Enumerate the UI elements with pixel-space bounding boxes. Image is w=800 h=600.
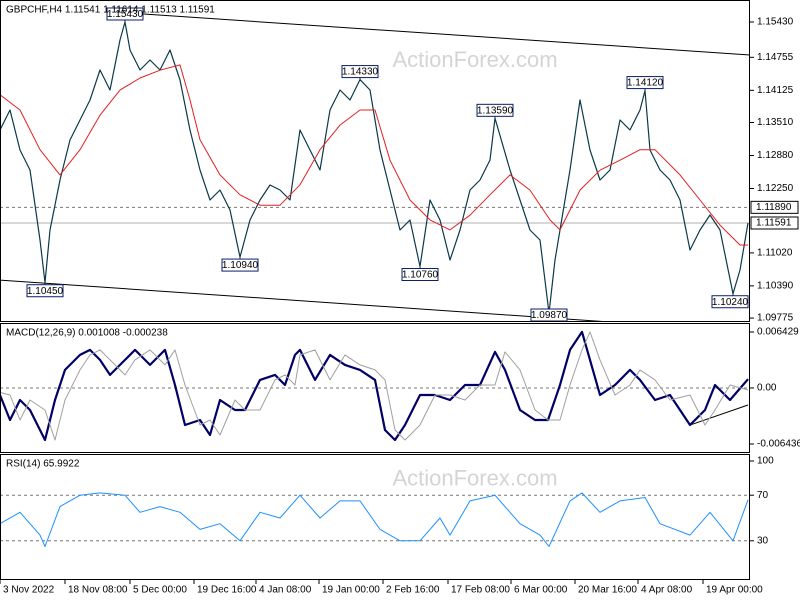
trendline bbox=[114, 11, 750, 56]
x-tick-label: 19 Dec 16:00 bbox=[197, 585, 257, 596]
plot: ActionForex.com bbox=[0, 11, 750, 322]
x-tick-label: 19 Apr 00:00 bbox=[706, 585, 763, 596]
y-tick-label: 1.15430 bbox=[757, 17, 794, 28]
annotation-label: 1.15430 bbox=[107, 9, 144, 20]
y-tick-label: 1.14755 bbox=[757, 52, 794, 63]
annotation-label: 1.10760 bbox=[402, 270, 439, 281]
y-tick-label: 70 bbox=[757, 490, 769, 501]
annotation-label: 1.13590 bbox=[477, 105, 514, 116]
x-tick-label: 4 Jan 08:00 bbox=[259, 585, 312, 596]
annotation-label: 1.10240 bbox=[712, 297, 749, 308]
panel: 0.006429 0.00 -0.006436 MACD(12,26,9) 0.001… bbox=[0, 323, 800, 453]
series-line bbox=[0, 21, 749, 314]
y-tick-label: 100 bbox=[757, 456, 774, 467]
level-tag: 1.11591 bbox=[756, 218, 792, 229]
x-tick-label: 4 Apr 08:00 bbox=[641, 585, 693, 596]
y-tick-label: 1.10390 bbox=[757, 281, 794, 292]
y-tick-label: 0.006429 bbox=[757, 327, 799, 338]
y-tick-label: 30 bbox=[757, 535, 769, 546]
series-line bbox=[0, 330, 749, 442]
y-tick-label: 1.12880 bbox=[757, 150, 794, 161]
level-tag-box bbox=[750, 216, 799, 230]
panel-title: MACD(12,26,9) 0.001008 -0.000238 bbox=[6, 328, 168, 339]
x-tick-label: 6 Mar 00:00 bbox=[514, 585, 568, 596]
x-tick-label: 3 Nov 2022 bbox=[3, 585, 55, 596]
x-tick-label: 18 Nov 08:00 bbox=[68, 585, 128, 596]
annotation-box bbox=[221, 258, 259, 272]
x-tick-label: 20 Mar 16:00 bbox=[578, 585, 637, 596]
panel-title: GBPCHF,H4 1.11541 1.11614 1.11513 1.1159… bbox=[6, 5, 215, 16]
y-tick-label: 1.11020 bbox=[757, 248, 793, 259]
annotation-box bbox=[401, 268, 439, 282]
annotation-box bbox=[711, 295, 749, 309]
annotation-label: 1.14330 bbox=[342, 67, 379, 78]
series-line bbox=[0, 64, 748, 246]
x-tick-label: 5 Dec 00:00 bbox=[133, 585, 187, 596]
trendline bbox=[0, 279, 611, 322]
plot bbox=[0, 330, 750, 442]
trendline bbox=[689, 404, 749, 426]
watermark: ActionForex.com bbox=[392, 465, 557, 490]
x-tick-label: 19 Jan 00:00 bbox=[322, 585, 380, 596]
annotation-label: 1.09870 bbox=[531, 310, 568, 321]
annotation-label: 1.10940 bbox=[222, 260, 259, 271]
y-tick-label: -0.006436 bbox=[757, 439, 800, 450]
annotation-label: 1.14120 bbox=[627, 78, 664, 89]
annotation-label: 1.10450 bbox=[27, 286, 64, 297]
panel: ActionForex.com 100 70 30 3 Nov 2022 18 Nov 0… bbox=[0, 454, 774, 596]
y-tick-label: 1.09775 bbox=[757, 313, 794, 324]
panel-frame bbox=[0, 454, 750, 580]
y-tick-label: 0.00 bbox=[757, 383, 777, 394]
x-tick-label: 2 Feb 16:00 bbox=[386, 585, 440, 596]
annotation-box bbox=[106, 7, 144, 21]
panel-frame bbox=[0, 0, 750, 322]
annotation-box bbox=[476, 103, 514, 117]
y-tick-label: 1.14125 bbox=[757, 85, 794, 96]
series-line bbox=[0, 331, 749, 441]
panel-frame bbox=[0, 323, 750, 453]
series-line bbox=[0, 492, 749, 547]
plot: ActionForex.com bbox=[0, 465, 750, 547]
panel: ActionForex.com 1.15430 1.14755 1.14125 1.13… bbox=[0, 0, 799, 324]
annotation-box bbox=[626, 76, 664, 90]
level-tag-box bbox=[750, 200, 799, 214]
watermark: ActionForex.com bbox=[392, 47, 557, 72]
x-tick-label: 17 Feb 08:00 bbox=[451, 585, 510, 596]
y-tick-label: 1.13510 bbox=[757, 117, 794, 128]
panel-title: RSI(14) 65.9922 bbox=[6, 459, 80, 470]
level-tag: 1.11890 bbox=[756, 202, 792, 213]
annotation-box bbox=[26, 284, 64, 298]
y-tick-label: 1.12250 bbox=[757, 183, 794, 194]
annotation-box bbox=[341, 65, 379, 79]
